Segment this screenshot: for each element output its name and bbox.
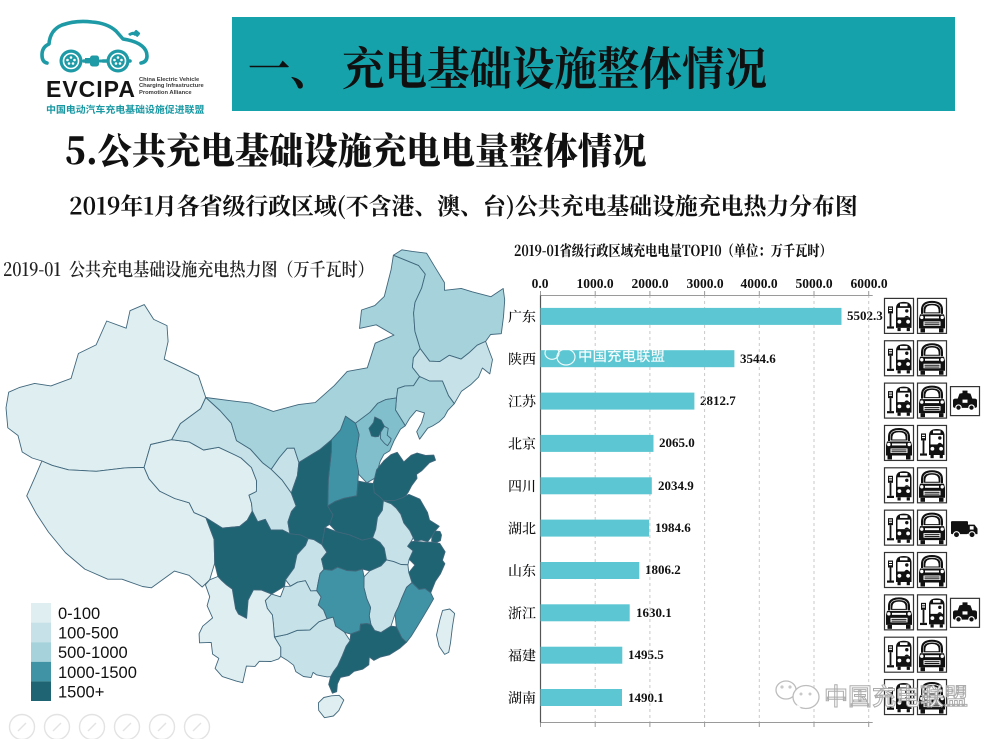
svg-text:500-1000: 500-1000: [58, 644, 128, 662]
svg-text:0-100: 0-100: [58, 605, 100, 623]
svg-text:100-500: 100-500: [58, 625, 119, 643]
svg-text:1000-1500: 1000-1500: [58, 664, 137, 682]
svg-text:1500+: 1500+: [58, 683, 104, 701]
